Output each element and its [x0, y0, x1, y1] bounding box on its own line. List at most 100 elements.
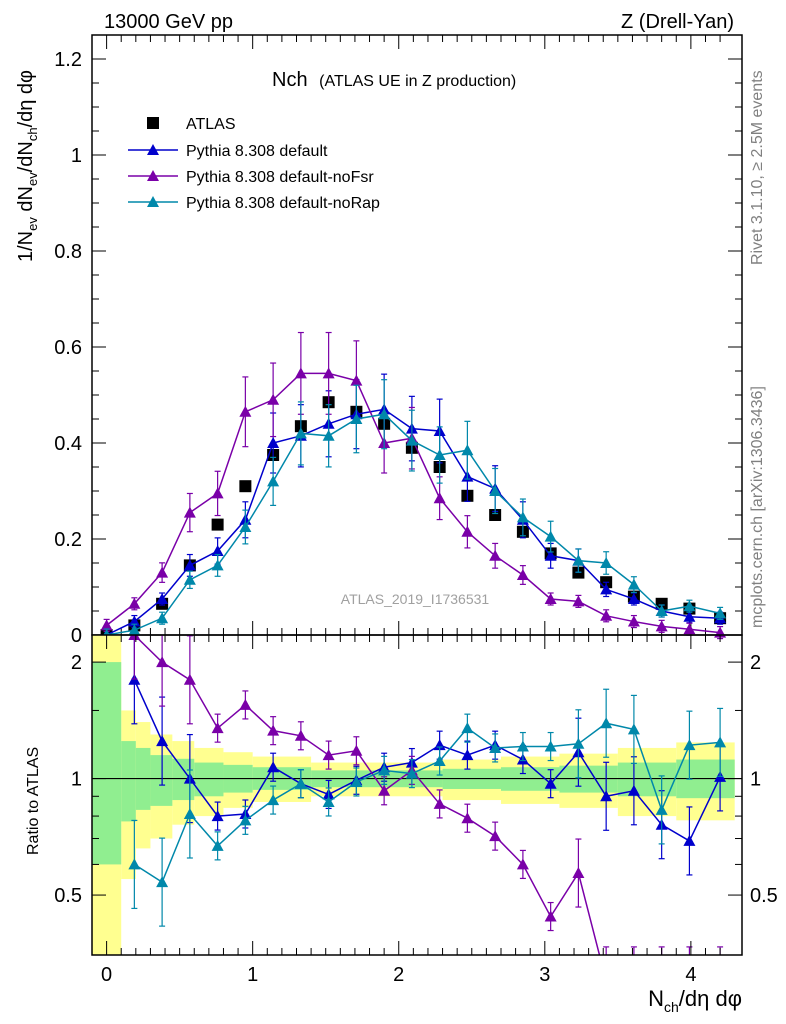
ratio-data-point-marker [489, 741, 502, 753]
ratio-data-point-marker [405, 767, 418, 779]
data-point-marker [433, 449, 446, 460]
energy-label: 13000 GeV pp [104, 11, 233, 33]
data-point-marker [156, 593, 169, 604]
data-point-marker [128, 597, 141, 609]
ratio-data-point-marker [433, 755, 446, 767]
ratio-uncertainty-band-inner [150, 755, 173, 806]
data-point-marker [239, 521, 252, 532]
rivet-label: Rivet 3.1.10, ≥ 2.5M events [749, 70, 766, 265]
data-point-marker [627, 593, 640, 604]
data-point-marker [714, 607, 727, 619]
process-label: Z (Drell-Yan) [621, 11, 734, 33]
ratio-uncertainty-band-inner [172, 758, 195, 801]
ratio-series-line [133, 635, 601, 955]
data-point-marker [544, 549, 557, 561]
ratio-data-point-marker [714, 736, 727, 748]
plot-title: Nch (ATLAS UE in Z production) [272, 69, 516, 91]
data-point-marker [322, 367, 335, 379]
ratio-data-point-marker [600, 975, 612, 986]
data-point-marker [433, 492, 446, 504]
ratio-data-point-marker [378, 764, 391, 776]
ratio-data-point-marker [211, 722, 224, 734]
ratio-data-point-marker [572, 867, 585, 879]
ratio-data-point-marker [211, 810, 224, 822]
data-point-marker [461, 525, 474, 537]
data-point-marker [489, 485, 502, 496]
data-point-marker [572, 554, 585, 566]
data-point-marker [156, 566, 169, 578]
ratio-y-tick-label-right: 2 [750, 652, 761, 674]
ratio-data-point-marker [322, 795, 335, 807]
ratio-data-point-marker [461, 749, 474, 761]
data-point-marker [294, 367, 307, 379]
data-point-marker [516, 511, 529, 523]
data-point-marker [627, 615, 640, 627]
ratio-data-point-marker [627, 723, 640, 735]
ratio-data-point-marker [350, 744, 363, 756]
ratio-frame [91, 634, 743, 956]
ratio-data-point-marker [461, 722, 474, 734]
x-axis-label: Nch/dη dφ [648, 986, 742, 1015]
x-tick-label: 3 [539, 964, 550, 986]
plot-title-main: Nch [272, 69, 308, 91]
legend-marker-norap [147, 196, 159, 207]
x-tick-label: 0 [101, 964, 112, 986]
data-point-marker [267, 393, 280, 405]
legend-label-nofsr: Pythia 8.308 default-noFsr [186, 169, 374, 186]
data-point-marker [516, 569, 529, 580]
ratio-panel: 0.5 0.5 1 1 2 2 0 1 2 3 4 [54, 634, 778, 986]
ratio-data-point-marker [627, 784, 640, 796]
ratio-data-point-marker [544, 910, 557, 922]
data-point-marker [350, 413, 363, 424]
ratio-data-point-marker [322, 749, 335, 761]
ratio-data-point-marker [433, 797, 446, 809]
main-y-tick-label: 0.4 [54, 433, 82, 455]
data-point-atlas [655, 597, 668, 610]
data-point-marker [267, 437, 280, 448]
data-point-marker [294, 427, 307, 439]
ratio-y-tick-label-right: 1 [750, 769, 761, 791]
ratio-data-point-marker [294, 777, 307, 789]
data-point-marker [655, 605, 668, 616]
data-point-marker [600, 557, 613, 568]
main-y-tick-label: 0 [71, 625, 82, 647]
data-point-marker [211, 545, 224, 556]
data-point-marker [239, 405, 252, 417]
legend-marker-nofsr [147, 170, 159, 181]
ratio-data-point-marker [183, 673, 196, 685]
data-point-marker [405, 434, 418, 446]
ratio-uncertainty-band-inner [121, 741, 136, 822]
x-tick-label: 4 [685, 964, 696, 986]
ratio-data-point-marker [461, 812, 474, 824]
ratio-y-tick-label: 0.5 [54, 885, 82, 907]
data-point-atlas [239, 480, 252, 493]
data-point-atlas [211, 518, 224, 531]
mcplots-label: mcplots.cern.ch [arXiv:1306.3436] [749, 386, 766, 628]
data-point-marker [350, 374, 363, 386]
ratio-data-point-marker [714, 975, 726, 986]
data-point-marker [544, 530, 557, 542]
ratio-data-point-marker [544, 777, 557, 789]
data-point-marker [378, 408, 391, 420]
data-point-marker [627, 578, 640, 590]
main-y-tick-label: 1 [71, 145, 82, 167]
ratio-data-point-marker [350, 775, 363, 787]
ratio-data-point-marker [516, 858, 529, 870]
ratio-y-tick-label: 1 [71, 769, 82, 791]
data-point-marker [211, 487, 224, 499]
ratio-data-point-marker [156, 735, 169, 747]
data-point-marker [183, 506, 196, 518]
ratio-y-tick-label-right: 0.5 [750, 885, 778, 907]
ratio-data-point-marker [267, 794, 280, 806]
data-point-marker [489, 549, 502, 561]
data-point-marker [683, 600, 696, 612]
x-tick-label: 1 [247, 964, 258, 986]
main-y-tick-label: 0.2 [54, 529, 82, 551]
ratio-data-point-marker [683, 739, 696, 751]
legend-marker-atlas [147, 117, 159, 129]
data-point-marker [655, 620, 668, 632]
data-point-marker [683, 623, 696, 635]
ratio-data-point-marker [600, 790, 613, 802]
main-panel: 0 0.2 0.4 0.6 0.8 1 1.2 [54, 34, 743, 647]
